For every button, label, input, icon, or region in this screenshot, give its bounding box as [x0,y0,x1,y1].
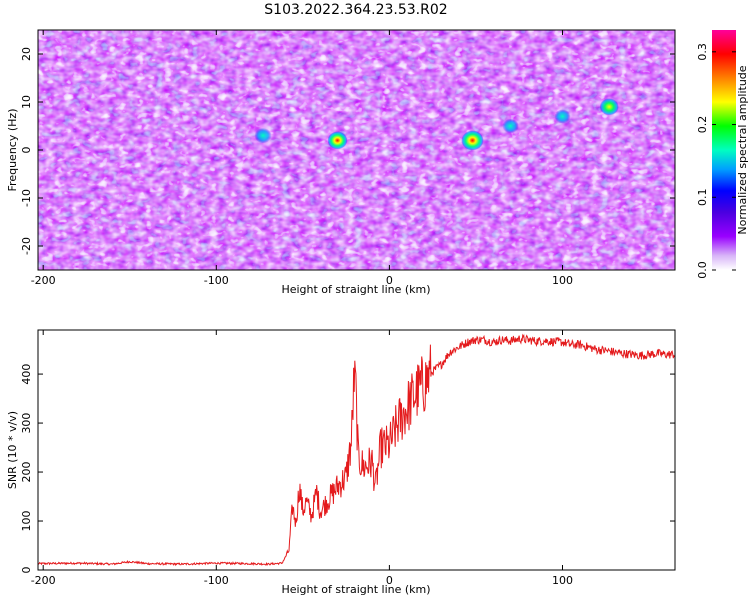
snr-panel: -200 -100 0 100 0 100 200 300 400 Height of stra… [6,329,676,596]
snr-y-tick-label: 400 [20,364,33,385]
snr-y-label: SNR (10 * v/v) [6,411,19,489]
spectrogram-x-tick-label: 0 [386,274,393,287]
spectrogram-x-tick-label: 100 [552,274,573,287]
spectrogram-hotspot [327,131,348,150]
spectrogram-y-tick-label: -20 [20,237,33,255]
snr-x-tick-label: -100 [204,574,229,587]
spectrogram-hotspot [254,127,272,144]
spectrogram-hotspot [554,109,571,124]
snr-frame [37,329,676,571]
colorbar-ticks: 0.0 0.1 0.2 0.3 [696,43,736,279]
spectrogram-hotspot [599,98,619,116]
snr-x-tick-label: 0 [386,574,393,587]
spectrogram-y-tick-label: 10 [20,95,33,109]
colorbar: 0.0 0.1 0.2 0.3 Normalized spectral amplitu… [696,30,749,279]
snr-y-tick-label: 200 [20,462,33,483]
spectrogram-y-tick-label: -10 [20,189,33,207]
snr-y-tick-label: 0 [20,567,33,574]
spectrogram-image [38,30,675,270]
spectrogram-y-tick-label: 20 [20,47,33,61]
snr-ticks: -200 -100 0 100 0 100 200 300 400 [20,330,675,587]
snr-y-tick-label: 300 [20,413,33,434]
spectrogram-x-tick-label: -100 [204,274,229,287]
spectrogram-x-tick-label: -200 [31,274,56,287]
snr-x-label: Height of straight line (km) [281,583,430,596]
colorbar-tick-label: 0.0 [696,261,709,279]
snr-plot-area [38,330,675,570]
colorbar-tick-label: 0.2 [696,116,709,134]
spectrogram-y-tick-label: 0 [20,147,33,154]
spectrogram-x-label: Height of straight line (km) [281,283,430,296]
snr-series-line [38,333,675,567]
snr-x-tick-label: 100 [552,574,573,587]
spectrogram-hotspot [461,130,484,151]
spectrogram-hotspot [502,118,519,134]
colorbar-label: Normalized spectral amplitude [736,65,749,234]
chart-title: S103.2022.364.23.53.R02 [264,2,447,18]
snr-y-tick-label: 100 [20,511,33,532]
snr-x-tick-label: -200 [31,574,56,587]
colorbar-tick-label: 0.3 [696,43,709,61]
spectrogram-hotspots [254,98,619,151]
colorbar-tick-label: 0.1 [696,189,709,207]
colorbar-gradient [712,30,736,270]
spectrogram-y-label: Frequency (Hz) [6,109,19,192]
